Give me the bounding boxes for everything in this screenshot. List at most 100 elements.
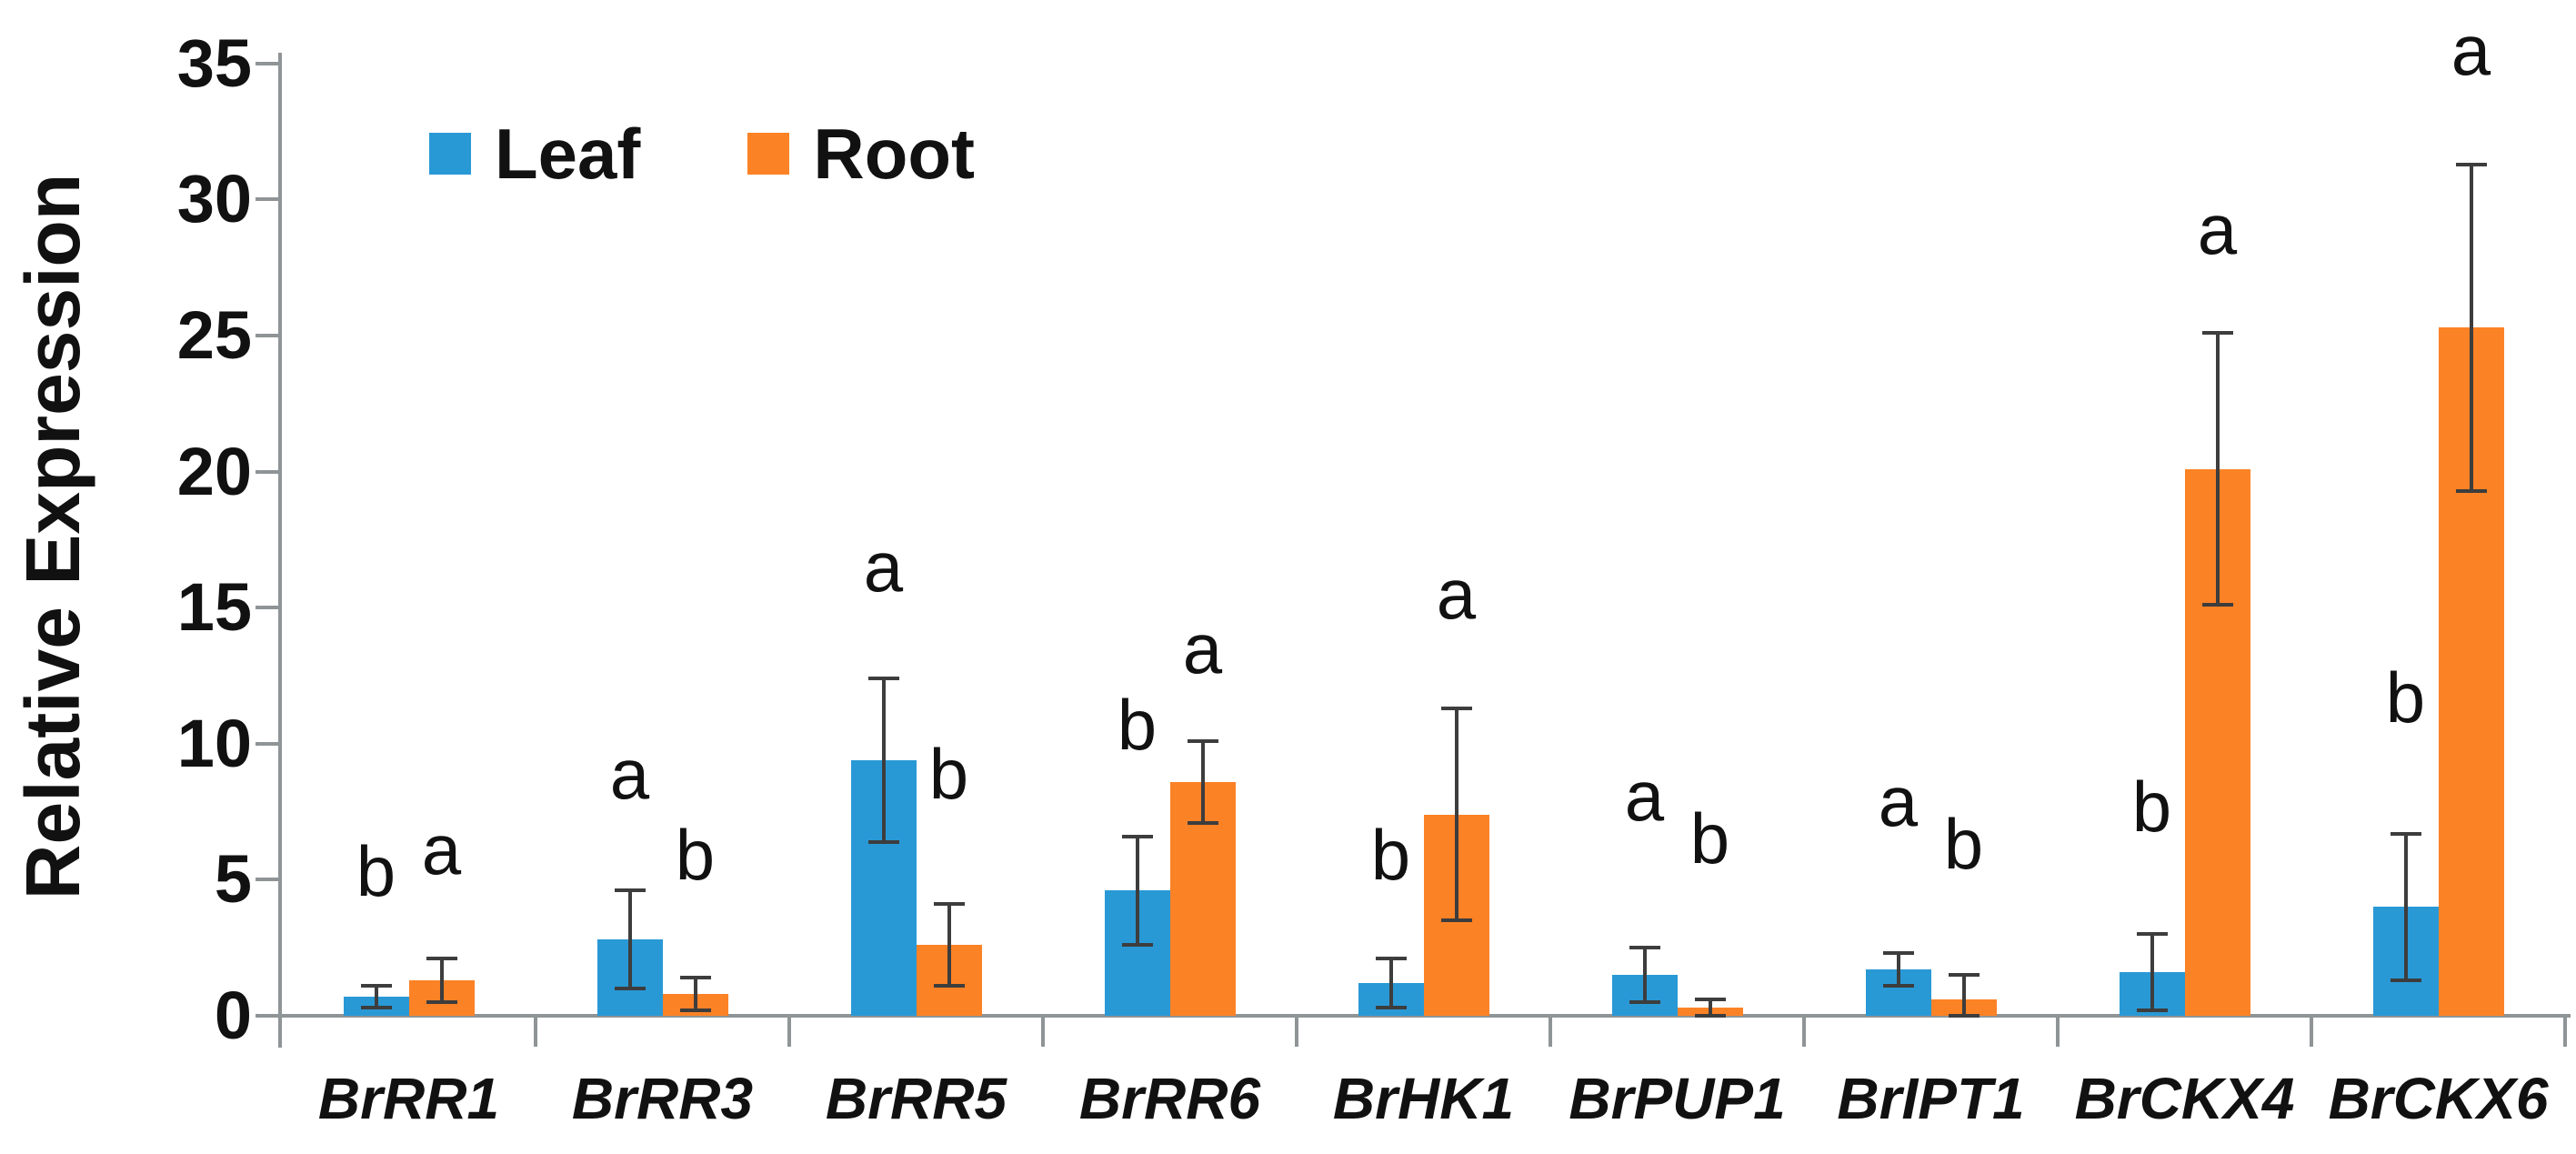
error-bar-cap-top-root-BrIPT1 xyxy=(1948,973,1980,978)
significance-letter-leaf-BrRR3: a xyxy=(609,733,650,814)
error-bar-cap-bottom-leaf-BrRR6 xyxy=(1121,943,1153,948)
error-bar-line-leaf-BrRR5 xyxy=(881,677,886,842)
legend-swatch-root xyxy=(747,133,790,175)
significance-letter-root-BrRR5: b xyxy=(928,733,969,814)
error-bar-line-root-BrHK1 xyxy=(1454,707,1458,921)
y-tick-mark-15 xyxy=(256,606,282,610)
x-category-label-BrPUP1: BrPUP1 xyxy=(1569,1066,1786,1131)
error-bar-cap-bottom-root-BrRR3 xyxy=(679,1008,711,1013)
error-bar-line-leaf-BrPUP1 xyxy=(1642,948,1647,1003)
x-category-label-BrCKX4: BrCKX4 xyxy=(2074,1066,2295,1131)
x-category-label-BrCKX6: BrCKX6 xyxy=(2328,1066,2549,1131)
legend-label-root: Root xyxy=(813,114,975,194)
error-bar-cap-bottom-root-BrCKX6 xyxy=(2455,488,2487,493)
error-bar-cap-top-root-BrHK1 xyxy=(1440,706,1472,710)
error-bar-cap-top-leaf-BrCKX4 xyxy=(2136,932,2168,937)
y-tick-label-5: 5 xyxy=(214,841,252,918)
error-bar-cap-top-leaf-BrRR5 xyxy=(867,676,899,680)
error-bar-cap-top-leaf-BrRR6 xyxy=(1121,834,1153,838)
legend-item-leaf: Leaf xyxy=(429,118,640,189)
x-axis-separator-tick xyxy=(1041,1016,1045,1047)
significance-letter-root-BrRR6: a xyxy=(1182,607,1223,688)
error-bar-line-root-BrRR1 xyxy=(439,958,444,1003)
error-bar-cap-top-root-BrRR3 xyxy=(679,976,711,980)
significance-letter-root-BrPUP1: b xyxy=(1689,798,1730,879)
x-axis-separator-tick xyxy=(1802,1016,1806,1047)
y-tick-mark-35 xyxy=(256,61,282,65)
significance-letter-leaf-BrCKX6: b xyxy=(2385,657,2426,738)
error-bar-cap-top-leaf-BrRR1 xyxy=(360,984,392,988)
x-category-label-BrHK1: BrHK1 xyxy=(1332,1066,1515,1131)
error-bar-cap-top-leaf-BrCKX6 xyxy=(2390,831,2421,836)
error-bar-line-root-BrRR3 xyxy=(693,978,697,1010)
y-tick-mark-30 xyxy=(256,197,282,202)
error-bar-cap-top-root-BrPUP1 xyxy=(1694,998,1726,1002)
error-bar-cap-bottom-root-BrRR5 xyxy=(933,984,965,988)
y-tick-label-15: 15 xyxy=(176,569,252,646)
significance-letter-root-BrIPT1: b xyxy=(1943,804,1984,885)
x-category-label-BrRR5: BrRR5 xyxy=(825,1066,1007,1131)
error-bar-cap-bottom-leaf-BrIPT1 xyxy=(1882,984,1914,988)
y-tick-label-0: 0 xyxy=(214,978,252,1053)
x-axis-separator-tick xyxy=(787,1016,791,1047)
x-axis-separator-tick xyxy=(2310,1016,2313,1047)
error-bar-cap-bottom-leaf-BrRR3 xyxy=(614,987,646,991)
x-category-label-BrIPT1: BrIPT1 xyxy=(1837,1066,2025,1131)
significance-letter-root-BrRR1: a xyxy=(421,809,462,890)
x-category-label-BrRR6: BrRR6 xyxy=(1078,1066,1261,1131)
significance-letter-leaf-BrRR6: b xyxy=(1117,684,1158,765)
error-bar-cap-bottom-leaf-BrRR5 xyxy=(867,839,899,844)
error-bar-cap-bottom-leaf-BrCKX4 xyxy=(2136,1008,2168,1013)
significance-letter-root-BrRR3: b xyxy=(675,815,716,896)
x-axis-separator-tick xyxy=(534,1016,537,1047)
y-tick-mark-10 xyxy=(256,741,282,746)
x-axis-separator-tick xyxy=(1549,1016,1552,1047)
significance-letter-root-BrCKX4: a xyxy=(2197,189,2238,270)
error-bar-cap-bottom-root-BrRR1 xyxy=(426,1000,457,1005)
error-bar-cap-bottom-root-BrPUP1 xyxy=(1694,1014,1726,1018)
y-tick-label-20: 20 xyxy=(176,433,252,509)
error-bar-cap-bottom-leaf-BrCKX6 xyxy=(2390,978,2421,983)
error-bar-cap-top-root-BrRR1 xyxy=(426,957,457,961)
error-bar-line-leaf-BrCKX6 xyxy=(2403,833,2408,981)
x-axis-separator-tick xyxy=(1295,1016,1298,1047)
error-bar-line-root-BrIPT1 xyxy=(1961,975,1966,1016)
error-bar-cap-bottom-root-BrIPT1 xyxy=(1948,1014,1980,1018)
error-bar-cap-top-root-BrCKX6 xyxy=(2455,162,2487,166)
error-bar-cap-top-leaf-BrRR3 xyxy=(614,888,646,893)
error-bar-cap-bottom-leaf-BrHK1 xyxy=(1375,1006,1407,1010)
y-tick-mark-20 xyxy=(256,469,282,474)
y-tick-label-10: 10 xyxy=(176,705,252,781)
error-bar-line-leaf-BrIPT1 xyxy=(1896,953,1900,987)
error-bar-line-root-BrPUP1 xyxy=(1708,999,1712,1016)
x-axis-separator-tick xyxy=(2563,1016,2567,1047)
y-tick-mark-25 xyxy=(256,334,282,337)
error-bar-cap-bottom-root-BrHK1 xyxy=(1440,918,1472,923)
x-category-label-BrRR1: BrRR1 xyxy=(317,1066,500,1131)
error-bar-cap-top-root-BrRR6 xyxy=(1187,738,1218,743)
y-tick-mark-5 xyxy=(256,878,282,882)
y-tick-label-30: 30 xyxy=(176,161,252,237)
error-bar-cap-top-root-BrRR5 xyxy=(933,902,965,907)
error-bar-line-leaf-BrHK1 xyxy=(1388,958,1393,1008)
error-bar-cap-top-leaf-BrHK1 xyxy=(1375,957,1407,961)
error-bar-line-leaf-BrRR3 xyxy=(627,890,632,989)
legend-label-leaf: Leaf xyxy=(495,114,641,194)
error-bar-line-root-BrCKX4 xyxy=(2215,333,2220,606)
y-tick-label-35: 35 xyxy=(176,25,252,101)
chart-legend: Leaf Root xyxy=(429,118,975,189)
legend-swatch-leaf xyxy=(429,133,471,175)
y-tick-mark-0 xyxy=(256,1014,282,1018)
error-bar-cap-bottom-root-BrRR6 xyxy=(1187,820,1218,825)
significance-letter-root-BrCKX6: a xyxy=(2451,9,2491,90)
x-axis-line xyxy=(257,1014,2571,1018)
error-bar-cap-bottom-root-BrCKX4 xyxy=(2201,603,2233,607)
error-bar-cap-bottom-leaf-BrRR1 xyxy=(360,1006,392,1010)
error-bar-line-root-BrRR6 xyxy=(1200,740,1205,823)
error-bar-line-root-BrRR5 xyxy=(947,904,951,987)
significance-letter-leaf-BrIPT1: a xyxy=(1878,760,1919,841)
significance-letter-root-BrHK1: a xyxy=(1436,554,1477,635)
error-bar-cap-bottom-leaf-BrPUP1 xyxy=(1629,1000,1660,1005)
